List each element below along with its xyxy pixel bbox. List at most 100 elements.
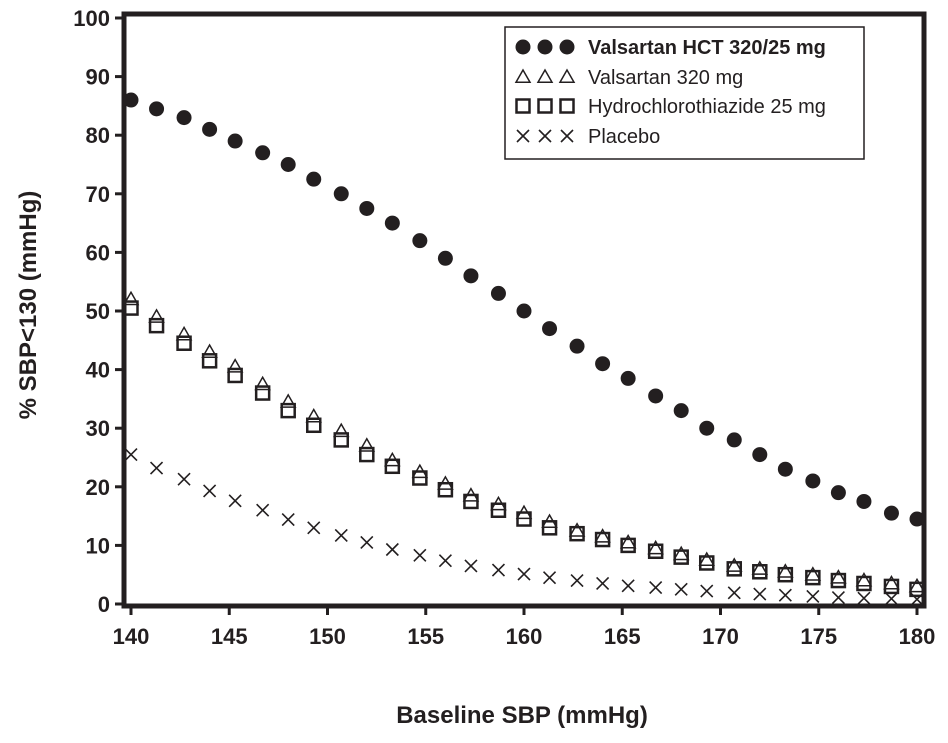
- valsartan-320-point: [804, 566, 822, 581]
- x-axis-ticks: 140 145 150 155 160 165 170 175 180: [113, 606, 936, 649]
- placebo-point: [334, 528, 348, 543]
- hctz-point: [752, 564, 768, 580]
- hctz-point: [463, 493, 479, 510]
- x-tick-label: 140: [113, 624, 150, 649]
- series-valsartan-320: [122, 290, 926, 593]
- y-tick-label: 80: [86, 123, 110, 148]
- placebo-point: [385, 542, 399, 557]
- valsartan-320-point: [647, 539, 664, 555]
- valsartan-hct-point: [384, 215, 400, 231]
- valsartan-hct-point: [437, 250, 453, 266]
- x-tick-label: 180: [899, 624, 936, 649]
- valsartan-hct-point: [595, 356, 611, 372]
- y-tick-label: 10: [86, 533, 110, 558]
- hctz-point: [647, 543, 664, 560]
- legend-marker-valsartan-320: [558, 68, 576, 83]
- valsartan-320-point: [830, 569, 847, 584]
- placebo-point: [806, 589, 820, 603]
- valsartan-320-point: [672, 545, 690, 561]
- valsartan-hct-point: [726, 432, 742, 448]
- placebo-point: [649, 581, 663, 595]
- x-tick-label: 175: [800, 624, 837, 649]
- placebo-point: [177, 472, 191, 486]
- series-valsartan-hct: [123, 92, 925, 527]
- hctz-point: [254, 385, 271, 401]
- valsartan-320-point: [305, 407, 323, 423]
- x-tick-label: 160: [506, 624, 543, 649]
- legend-label: Valsartan HCT 320/25 mg: [588, 37, 826, 59]
- y-axis-title: % SBP<130 (mmHg): [15, 191, 42, 420]
- valsartan-hct-point: [909, 511, 925, 527]
- valsartan-320-point: [908, 577, 926, 593]
- x-tick-label: 165: [604, 624, 641, 649]
- placebo-point: [831, 590, 845, 605]
- valsartan-320-point: [855, 572, 873, 587]
- y-tick-label: 90: [86, 65, 110, 90]
- valsartan-hct-point: [673, 403, 689, 419]
- placebo-point: [621, 579, 635, 593]
- valsartan-hct-point: [542, 321, 558, 337]
- y-tick-label: 0: [98, 592, 110, 617]
- x-tick-label: 145: [211, 624, 248, 649]
- hctz-point: [148, 317, 165, 334]
- valsartan-320-point: [698, 551, 716, 567]
- legend-label: Hydrochlorothiazide 25 mg: [588, 96, 826, 118]
- placebo-point: [753, 587, 767, 601]
- hctz-point: [437, 481, 454, 498]
- valsartan-hct-point: [227, 133, 243, 149]
- legend-marker-valsartan-320: [514, 68, 532, 83]
- y-tick-label: 70: [86, 182, 110, 207]
- legend-marker-placebo: [538, 129, 552, 143]
- placebo-point: [228, 494, 242, 508]
- x-tick-label: 170: [702, 624, 739, 649]
- valsartan-hct-point: [569, 338, 585, 354]
- valsartan-320-point: [358, 437, 376, 452]
- legend-marker-hctz: [559, 98, 575, 114]
- valsartan-320-point: [777, 563, 794, 578]
- placebo-point: [857, 591, 871, 605]
- y-tick-label: 100: [73, 6, 110, 31]
- valsartan-hct-point: [777, 461, 793, 477]
- x-tick-label: 150: [309, 624, 346, 649]
- hctz-point: [698, 555, 715, 571]
- hctz-point: [227, 367, 243, 384]
- hctz-point: [280, 402, 296, 419]
- placebo-point: [256, 503, 270, 517]
- placebo-point: [413, 548, 427, 562]
- valsartan-320-point: [279, 393, 297, 408]
- legend-marker-hctz: [537, 98, 553, 114]
- hctz-point: [569, 525, 585, 542]
- valsartan-320-point: [725, 557, 743, 572]
- hctz-point: [305, 417, 322, 434]
- hctz-point: [620, 537, 636, 554]
- placebo-point: [203, 484, 217, 498]
- valsartan-320-point: [201, 343, 218, 359]
- valsartan-hct-point: [280, 157, 296, 172]
- hctz-point: [359, 446, 375, 463]
- placebo-point: [778, 588, 792, 602]
- valsartan-hct-point: [149, 101, 165, 117]
- y-tick-label: 50: [86, 299, 110, 324]
- valsartan-hct-point: [412, 233, 428, 249]
- y-tick-label: 30: [86, 416, 110, 441]
- valsartan-hct-point: [123, 92, 139, 108]
- valsartan-hct-point: [333, 186, 349, 202]
- legend-marker-valsartan-hct: [537, 39, 553, 55]
- valsartan-hct-point: [752, 447, 768, 463]
- valsartan-320-point: [332, 422, 350, 438]
- placebo-point: [596, 576, 610, 591]
- valsartan-320-point: [175, 325, 193, 341]
- placebo-point: [491, 563, 506, 577]
- hctz-point: [726, 561, 743, 577]
- hctz-point: [777, 566, 794, 583]
- hctz-point: [594, 531, 611, 548]
- hctz-point: [830, 572, 847, 589]
- series-hctz: [123, 300, 925, 598]
- valsartan-320-point: [594, 528, 611, 543]
- valsartan-hct-point: [306, 171, 322, 187]
- placebo-point: [438, 554, 452, 568]
- hctz-point: [201, 353, 218, 369]
- valsartan-320-point: [122, 290, 140, 306]
- x-axis-title: Baseline SBP (mmHg): [396, 702, 648, 729]
- legend-label: Valsartan 320 mg: [588, 67, 743, 89]
